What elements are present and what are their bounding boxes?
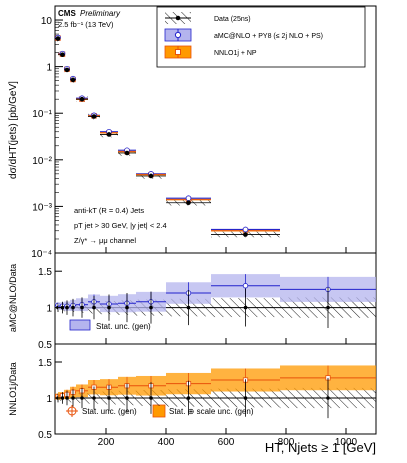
data-point bbox=[186, 200, 191, 206]
legend-data-label: Data (25ns) bbox=[214, 16, 251, 23]
data-point bbox=[79, 96, 85, 102]
ratio-nnlo-plot-layer bbox=[55, 365, 376, 419]
legend-amc-marker bbox=[174, 31, 182, 39]
data-point bbox=[124, 150, 130, 156]
amc-point bbox=[242, 226, 249, 233]
legend-nnlo-marker bbox=[175, 49, 181, 55]
main-y-axis-label: dσ/dHT(jets) [pb/GeV] bbox=[8, 81, 19, 179]
ratio-nnlo-y-tick-label: 1 bbox=[46, 394, 52, 405]
ratio-amc-y-tick-label: 0.5 bbox=[38, 340, 52, 351]
annotation-channel: Z/γ* → μμ channel bbox=[74, 236, 136, 245]
x-tick-label: 400 bbox=[158, 437, 175, 448]
annotation-cuts: pT jet > 30 GeV, |y jet| < 2.4 bbox=[74, 221, 167, 230]
status-label: Preliminary bbox=[80, 9, 121, 18]
ratio-nnlo-scale-swatch bbox=[152, 404, 166, 418]
data-point bbox=[70, 77, 76, 83]
data-point bbox=[91, 114, 97, 119]
ratio-nnlo-y-tick-label: 0.5 bbox=[38, 430, 52, 441]
amc-point bbox=[185, 195, 192, 202]
ratio-nnlo-stat-legend-label: Stat. unc. (gen) bbox=[82, 407, 137, 416]
x-tick-label: 200 bbox=[98, 437, 115, 448]
ratio-nnlo-scale-legend-label: Stat. ⊕ scale unc. (gen) bbox=[169, 407, 254, 416]
main-plot-layer bbox=[55, 34, 280, 238]
annotation-jets: anti-kT (R = 0.4) Jets bbox=[74, 206, 144, 215]
ratio-amc-y-axis-label: aMC@NLO/Data bbox=[8, 264, 18, 332]
main-y-tick-label: 10 bbox=[41, 16, 53, 27]
experiment-label: CMS bbox=[58, 9, 76, 18]
x-tick-label: 1000 bbox=[335, 437, 358, 448]
axes-layer: 10⁻⁴ 10⁻³ 10⁻² 10⁻¹ 1 10 0.5 1 1.5 0.5 1 1.5 200 400 6… bbox=[31, 5, 358, 448]
data-point bbox=[243, 232, 248, 237]
data-point bbox=[148, 173, 154, 179]
legend-data-marker bbox=[175, 15, 181, 21]
main-y-tick-label: 10⁻⁴ bbox=[31, 249, 52, 260]
ratio-amc-legend-label: Stat. unc. (gen) bbox=[96, 322, 151, 331]
annotation-jets-text: anti-kT (R = 0.4) Jets bbox=[74, 206, 144, 215]
legend-frame bbox=[156, 6, 366, 68]
ratio-amc-plot-layer bbox=[55, 274, 376, 328]
main-y-tick-label: 10⁻³ bbox=[32, 202, 52, 213]
ratio-nnlo-y-tick-label: 1.5 bbox=[38, 358, 52, 369]
data-point bbox=[64, 67, 70, 73]
lumi-label: 2.5 fb⁻¹ (13 TeV) bbox=[58, 20, 114, 29]
legend-nnlo-label: NNLO1j + NP bbox=[214, 50, 257, 57]
data-point bbox=[60, 52, 65, 58]
ratio-amc-y-tick-label: 1.5 bbox=[38, 267, 52, 278]
legend: Data (25ns) aMC@NLO + PY8 (≤ 2j NLO + PS… bbox=[156, 6, 366, 68]
main-y-tick-label: 1 bbox=[46, 63, 52, 74]
main-y-tick-label: 10⁻¹ bbox=[32, 109, 52, 120]
x-axis-label: HT, Njets ≥ 1 [GeV] bbox=[265, 440, 376, 455]
ratio-amc-legend-swatch bbox=[69, 319, 91, 331]
data-point bbox=[106, 132, 112, 137]
x-tick-label: 600 bbox=[218, 437, 235, 448]
main-y-tick-label: 10⁻² bbox=[32, 156, 52, 167]
x-tick-label: 800 bbox=[278, 437, 295, 448]
ratio-nnlo-y-axis-label: NNLO1j/Data bbox=[8, 362, 18, 416]
legend-amc-label: aMC@NLO + PY8 (≤ 2j NLO + PS) bbox=[214, 33, 323, 40]
ratio-amc-y-tick-label: 1 bbox=[46, 304, 52, 315]
ratio-point bbox=[242, 283, 249, 289]
